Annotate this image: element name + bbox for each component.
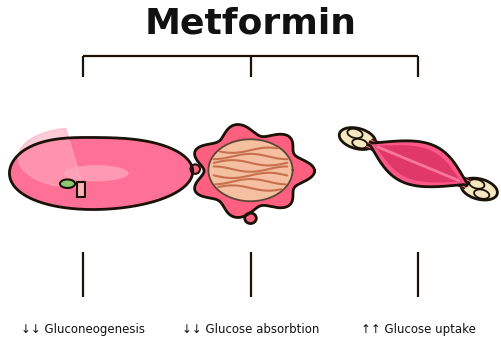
Text: ↓↓ Glucose absorbtion: ↓↓ Glucose absorbtion	[182, 323, 319, 336]
Ellipse shape	[352, 139, 368, 148]
Text: ↓↓ Gluconeogenesis: ↓↓ Gluconeogenesis	[21, 323, 145, 336]
Polygon shape	[366, 139, 378, 150]
Ellipse shape	[474, 189, 489, 199]
Ellipse shape	[469, 179, 484, 189]
Ellipse shape	[347, 129, 363, 138]
Polygon shape	[368, 141, 468, 187]
Polygon shape	[458, 178, 471, 188]
Polygon shape	[376, 145, 461, 182]
Ellipse shape	[461, 178, 497, 200]
Ellipse shape	[244, 213, 257, 224]
Text: Metformin: Metformin	[144, 6, 357, 40]
Ellipse shape	[339, 127, 376, 149]
Text: ↑↑ Glucose uptake: ↑↑ Glucose uptake	[361, 323, 476, 336]
Ellipse shape	[60, 179, 75, 188]
Polygon shape	[194, 125, 315, 217]
Ellipse shape	[190, 165, 200, 174]
Ellipse shape	[64, 165, 129, 181]
Polygon shape	[208, 139, 293, 201]
Polygon shape	[10, 138, 193, 210]
Polygon shape	[18, 129, 83, 187]
Polygon shape	[77, 182, 85, 197]
